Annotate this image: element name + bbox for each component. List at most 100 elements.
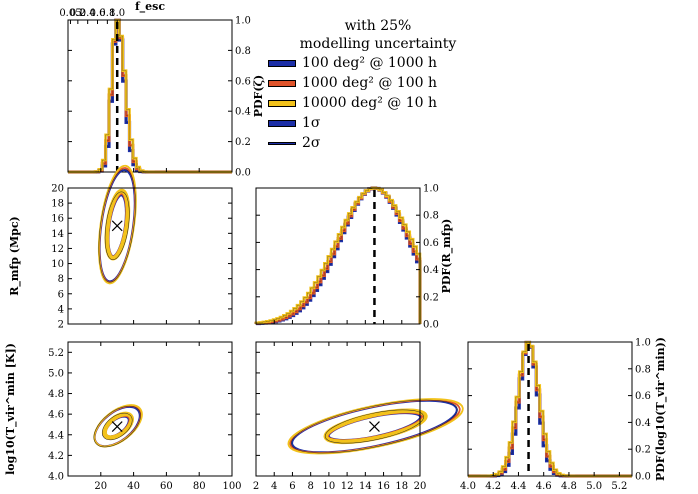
panel-rmfp-pdf-pdf-tick-label: 1.0 xyxy=(423,184,439,195)
panel-tvir-pdf-pdf-tick-label: 0.0 xyxy=(635,472,651,483)
panel-zeta-tvir-ytick-label: 5.2 xyxy=(48,348,64,359)
panel-zeta-rmfp-frame xyxy=(67,187,233,325)
panel-rmfp-tvir-xtick-label: 2 xyxy=(253,481,259,492)
legend-swatch xyxy=(268,59,296,67)
panel-tvir-pdf-xtick-label: 5.0 xyxy=(586,481,602,492)
panel-rmfp-tvir-xtick-label: 12 xyxy=(341,481,354,492)
panel-zeta-tvir-ytick-label: 5.0 xyxy=(48,368,64,379)
panel-zeta-tvir-contour-edge xyxy=(93,405,141,448)
panel-zeta-tvir-xtick-label: 80 xyxy=(193,481,206,492)
legend-entry: 10000 deg² @ 10 h xyxy=(268,93,468,113)
panel-zeta-pdf-series-1 xyxy=(68,18,232,174)
panel-zeta-tvir-xtick-label: 20 xyxy=(94,481,107,492)
panel-rmfp-tvir-contour-edge xyxy=(324,409,424,444)
panel-rmfp-tvir-xtick-label: 20 xyxy=(414,481,427,492)
panel-zeta-rmfp-ytick-label: 14 xyxy=(51,229,64,240)
panel-tvir-pdf-xtick-label: 4.8 xyxy=(561,481,577,492)
panel-rmfp-pdf-pdf-tick-label: 0.2 xyxy=(423,292,439,303)
panel-zeta-rmfp-ytick-label: 12 xyxy=(51,244,64,255)
fesc-tick-label: 1.0 xyxy=(109,8,125,19)
panel-zeta-pdf-pdf-tick-label: 0.2 xyxy=(235,137,251,148)
panel-zeta-tvir-ytick-label: 4.8 xyxy=(48,389,64,400)
legend-entry: 2σ xyxy=(268,133,468,153)
panel-zeta-rmfp-ytick-label: 2 xyxy=(58,320,64,331)
panel-zeta-pdf-series-2 xyxy=(68,18,232,174)
legend-swatch xyxy=(268,99,296,107)
panel-zeta-tvir-xtick-label: 60 xyxy=(160,481,173,492)
panel-zeta-pdf-outline-0 xyxy=(68,19,232,173)
panel-zeta-tvir-xtick-label: 40 xyxy=(127,481,140,492)
legend-label: 100 deg² @ 1000 h xyxy=(302,55,437,71)
legend-label: 10000 deg² @ 10 h xyxy=(302,95,437,111)
panel-zeta-rmfp-ytick-label: 18 xyxy=(51,199,64,210)
fesc-tick-label: 0.2 xyxy=(70,8,86,19)
panel-zeta-rmfp-contour-2σ-2 xyxy=(97,164,137,285)
panel-zeta-pdf-outline-2 xyxy=(68,19,232,173)
panel-zeta-tvir-frame xyxy=(67,341,233,477)
legend-entry: 1σ xyxy=(268,113,468,133)
panel-tvir-pdf-xtick-label: 4.2 xyxy=(485,481,501,492)
panel-tvir-pdf-pdf-tick-label: 0.6 xyxy=(635,391,651,402)
panel-rmfp-tvir-frame xyxy=(255,341,421,477)
pdf-tvir-label: PDF(log10(T_vir^min)) xyxy=(654,337,668,481)
panel-rmfp-tvir-xtick-label: 6 xyxy=(289,481,295,492)
pdf-zeta-label: PDF(ζ) xyxy=(252,75,265,118)
panel-zeta-rmfp-ytick-label: 6 xyxy=(58,289,64,300)
panel-zeta-tvir-true-value-marker xyxy=(111,421,123,432)
legend-title-line2: modelling uncertainty xyxy=(299,36,457,52)
panel-tvir-pdf-xtick-label: 4.4 xyxy=(511,481,527,492)
panel-zeta-pdf-pdf-tick-label: 0.6 xyxy=(235,76,251,87)
legend-swatch xyxy=(268,119,296,127)
panel-zeta-rmfp-ytick-label: 10 xyxy=(51,259,64,270)
panel-zeta-tvir-ytick-label: 4.2 xyxy=(48,451,64,462)
panel-tvir-pdf-pdf-tick-label: 1.0 xyxy=(635,338,651,349)
panel-tvir-pdf-xtick-label: 4.6 xyxy=(536,481,552,492)
panel-tvir-pdf-pdf-tick-label: 0.2 xyxy=(635,445,651,456)
panel-rmfp-pdf-pdf-tick-label: 0.8 xyxy=(423,211,439,222)
legend-entry: 100 deg² @ 1000 h xyxy=(268,53,468,73)
legend-swatch xyxy=(268,141,296,145)
panel-zeta-rmfp-ytick-label: 16 xyxy=(51,214,64,225)
panel-zeta-rmfp-ytick-label: 4 xyxy=(58,304,64,315)
panel-zeta-pdf-pdf-tick-label: 0.0 xyxy=(235,168,251,179)
pdf-rmfp-label: PDF(R_mfp) xyxy=(440,219,454,294)
panel-tvir-pdf-xtick-label: 4.0 xyxy=(460,481,476,492)
panel-zeta-tvir-ytick-label: 4.6 xyxy=(48,410,64,421)
panel-zeta-tvir-ytick-label: 4.4 xyxy=(48,430,64,441)
panel-zeta-pdf-pdf-tick-label: 0.8 xyxy=(235,46,251,57)
panel-rmfp-tvir-true-value-marker xyxy=(369,421,380,432)
legend: with 25% modelling uncertainty 100 deg² … xyxy=(268,17,468,153)
panel-rmfp-tvir-contour-1σ-2 xyxy=(323,408,428,445)
panel-rmfp-tvir-xtick-label: 4 xyxy=(271,481,277,492)
panel-rmfp-pdf-frame xyxy=(255,187,421,325)
panel-zeta-tvir-ytick-label: 4.0 xyxy=(48,472,64,483)
panel-zeta-rmfp-ytick-label: 20 xyxy=(51,184,64,195)
panel-zeta-rmfp-ytick-label: 8 xyxy=(58,274,64,285)
panel-rmfp-pdf-series-2 xyxy=(254,186,422,325)
panel-tvir-pdf-xtick-label: 5.2 xyxy=(611,481,627,492)
panel-zeta-pdf-series-0 xyxy=(68,18,232,174)
panel-rmfp-pdf-outline-2 xyxy=(255,187,421,324)
panel-rmfp-tvir-xtick-label: 18 xyxy=(395,481,408,492)
panel-tvir-pdf-pdf-tick-label: 0.4 xyxy=(635,418,651,429)
fesc-axis-label: f_esc xyxy=(135,0,165,14)
fesc-tick-label: 0.6 xyxy=(90,8,106,19)
panel-zeta-pdf-outline-1 xyxy=(68,19,232,173)
legend-title-line1: with 25% xyxy=(344,18,412,34)
rmfp-axis-label: R_mfp (Mpc) xyxy=(8,216,22,296)
legend-swatch xyxy=(268,79,296,87)
panel-tvir-pdf-frame xyxy=(467,341,633,477)
panel-zeta-rmfp-contour-edge xyxy=(98,169,136,283)
panel-zeta-tvir-xtick-label: 100 xyxy=(222,481,241,492)
tvir-axis-label: log10(T_vir^min [K]) xyxy=(4,343,18,475)
fesc-tick-label: 0.05 xyxy=(59,8,81,19)
panel-rmfp-pdf-pdf-tick-label: 0.0 xyxy=(423,320,439,331)
panel-zeta-rmfp-true-value-marker xyxy=(111,220,123,232)
panel-zeta-tvir-contour-edge xyxy=(101,412,133,441)
panel-rmfp-tvir-contour-edge xyxy=(291,399,458,454)
panel-rmfp-tvir-xtick-label: 14 xyxy=(359,481,372,492)
legend-label: 2σ xyxy=(302,135,321,151)
panel-tvir-pdf-outline-2 xyxy=(468,342,632,477)
legend-label: 1000 deg² @ 100 h xyxy=(302,75,437,91)
panel-rmfp-tvir-xtick-label: 8 xyxy=(307,481,313,492)
